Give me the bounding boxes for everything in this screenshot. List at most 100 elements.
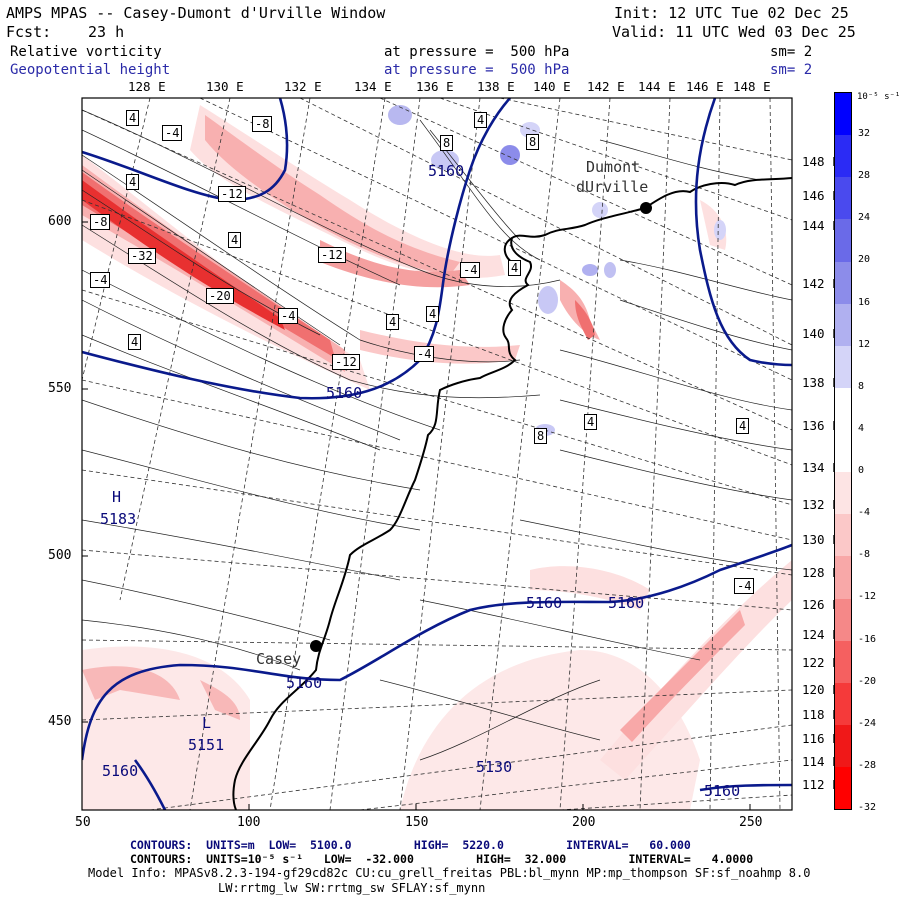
colorbar-cell (835, 556, 851, 599)
colorbar-label: 24 (858, 212, 871, 224)
colorbar-label: -12 (858, 591, 877, 603)
forecast-hour: 23 h (88, 23, 125, 41)
colorbar-cell (835, 724, 851, 767)
colorbar-cell (835, 598, 851, 641)
colorbar-cell (835, 177, 851, 220)
colorbar-cell (835, 767, 851, 810)
plot-frame (81, 97, 793, 811)
vorticity-label: -12 (332, 354, 360, 370)
colorbar-label: 28 (858, 170, 871, 182)
lon-label-top: 140 E (533, 79, 571, 94)
lon-label-top: 128 E (128, 79, 166, 94)
vorticity-label: 4 (584, 414, 598, 430)
colorbar-cell (835, 219, 851, 262)
height-contours (82, 98, 792, 810)
colorbar-label: -28 (858, 759, 877, 771)
forecast-label: Fcst: (6, 23, 52, 41)
vorticity-label: -8 (90, 214, 111, 230)
colorbar-label: -24 (858, 717, 877, 729)
vorticity-label: -32 (128, 248, 156, 264)
vorticity-label: 4 (126, 110, 140, 126)
colorbar-cell (835, 345, 851, 388)
map-title: AMPS MPAS -- Casey-Dumont d'Urville Wind… (6, 4, 386, 22)
colorbar-cell (835, 303, 851, 346)
colorbar-cell (835, 640, 851, 683)
vorticity-label: -4 (278, 308, 299, 324)
colorbar-label: 8 (858, 380, 865, 392)
footer-vorticity-contours: CONTOURS: UNITS=10⁻⁵ s⁻¹ LOW= -32.000 HI… (130, 852, 754, 866)
colorbar-label: 12 (858, 338, 871, 350)
lon-label-top: 148 E (733, 79, 771, 94)
y-axis-label: 600 (48, 214, 72, 229)
colorbar-label: 16 (858, 296, 871, 308)
high-pressure-value: 5183 (100, 510, 137, 528)
vorticity-label: 8 (526, 134, 540, 150)
y-axis-label: 550 (48, 381, 72, 396)
vorticity-label: -12 (218, 186, 246, 202)
vorticity-label: 4 (736, 418, 750, 434)
lon-label-top: 144 E (638, 79, 676, 94)
height-contour-label: 5160 (704, 782, 741, 800)
lon-label-top: 132 E (284, 79, 322, 94)
low-pressure-letter: L (202, 714, 212, 732)
lon-label-top: 142 E (587, 79, 625, 94)
vorticity-label: -20 (206, 288, 234, 304)
colorbar-label: 32 (858, 128, 871, 140)
station-label-dumont: Dumont (586, 158, 641, 176)
height-contour-label: 5160 (102, 762, 139, 780)
latlon-grid (82, 98, 792, 810)
field2-level: at pressure = 500 hPa (384, 62, 570, 78)
lon-label-top: 130 E (206, 79, 244, 94)
vorticity-label: -4 (414, 346, 435, 362)
y-axis-label: 500 (48, 548, 72, 563)
colorbar-cell (835, 514, 851, 557)
high-pressure-letter: H (112, 488, 122, 506)
x-axis-label: 100 (237, 815, 261, 830)
vorticity-label: 8 (440, 135, 454, 151)
colorbar-cell (835, 387, 851, 430)
lon-label-top: 134 E (354, 79, 392, 94)
vorticity-label: 4 (508, 260, 522, 276)
height-contour-label: 5160 (526, 594, 563, 612)
colorbar-label: -8 (858, 549, 871, 561)
field1-smoothing: sm= 2 (770, 44, 813, 60)
field1-level: at pressure = 500 hPa (384, 44, 570, 60)
footer-height-contours: CONTOURS: UNITS=m LOW= 5100.0 HIGH= 5220… (130, 838, 691, 852)
x-axis-label: 200 (572, 815, 596, 830)
height-contour-label: 5160 (608, 594, 645, 612)
footer-model-info: Model Info: MPASv8.2.3-194-gf29cd82c CU:… (88, 866, 811, 880)
dumont-durville-station-dot (640, 202, 652, 214)
y-axis-label: 450 (48, 714, 72, 729)
field2-smoothing: sm= 2 (770, 62, 813, 78)
colorbar-cell (835, 430, 851, 473)
colorbar-units: 10⁻⁵ s⁻¹ (857, 92, 900, 102)
colorbar-cell (835, 472, 851, 515)
vorticity-label: 4 (426, 306, 440, 322)
vorticity-contours (82, 109, 792, 761)
footer-model-info-2: LW:rrtmg_lw SW:rrtmg_sw SFLAY:sf_mynn (218, 881, 486, 895)
station-label-casey: Casey (256, 650, 302, 668)
colorbar-label: 4 (858, 422, 865, 434)
vorticity-label: 4 (474, 112, 488, 128)
vorticity-label: 4 (128, 334, 142, 350)
x-axis-label: 250 (739, 815, 763, 830)
casey-station-dot (310, 640, 322, 652)
lon-label-top: 138 E (477, 79, 515, 94)
vorticity-label: 8 (534, 428, 548, 444)
vorticity-label: 4 (386, 314, 400, 330)
lon-label-top: 136 E (416, 79, 454, 94)
colorbar-cell (835, 261, 851, 304)
x-axis-label: 150 (405, 815, 429, 830)
x-axis-label: 50 (75, 815, 91, 830)
station-label-durville: dUrville (576, 178, 649, 196)
coastline (232, 177, 792, 810)
vorticity-label: -12 (318, 247, 346, 263)
colorbar-label: 20 (858, 254, 871, 266)
colorbar-label: -16 (858, 633, 877, 645)
colorbar-label: -32 (858, 802, 877, 813)
height-contour-label: 5160 (326, 384, 363, 402)
colorbar-label: -4 (858, 507, 871, 519)
lon-label-top: 146 E (686, 79, 724, 94)
vorticity-label: 4 (126, 174, 140, 190)
